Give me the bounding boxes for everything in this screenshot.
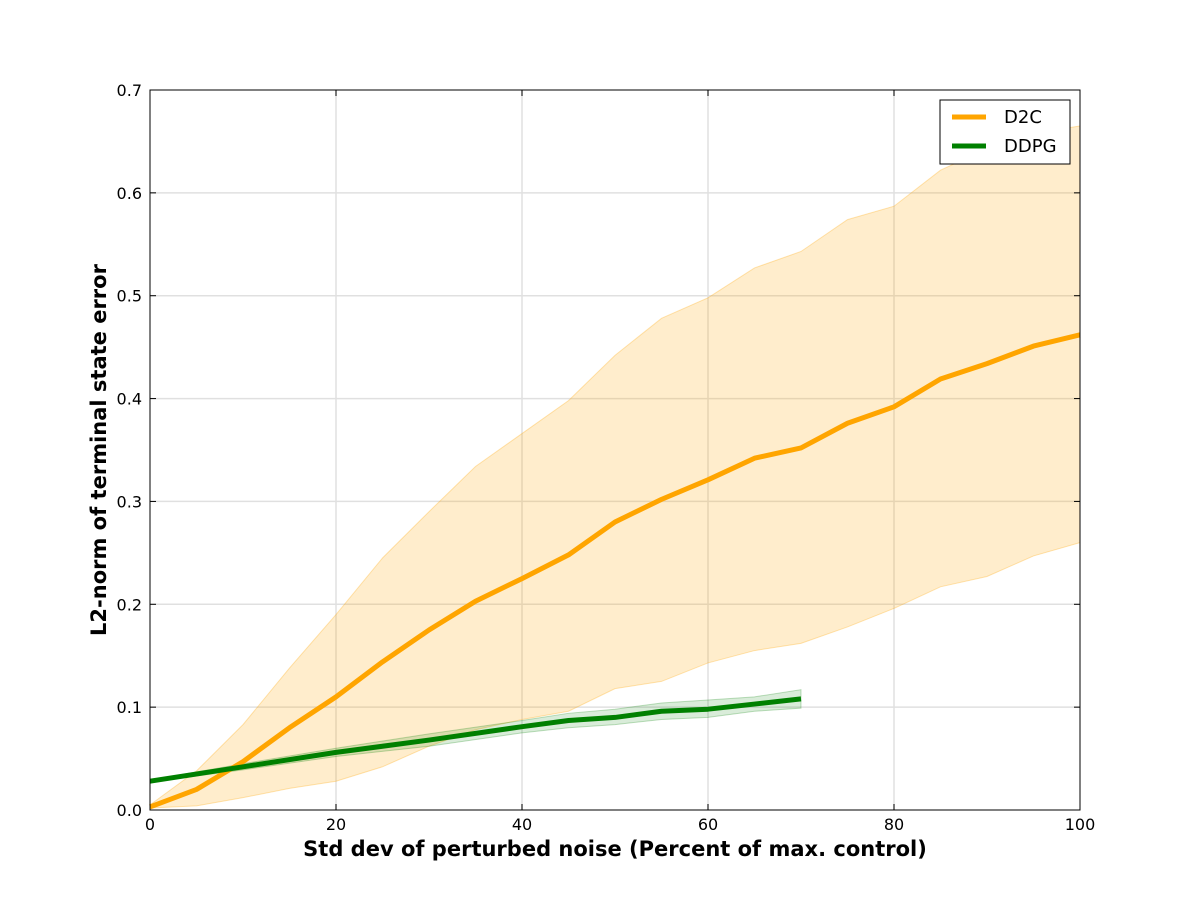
band-d2c: [149, 125, 1081, 809]
legend-label-d2c: D2C: [1004, 107, 1042, 128]
plot-frame: [149, 89, 1081, 811]
confidence-bands: [149, 125, 1081, 809]
y-tick-label: 0.7: [117, 81, 142, 100]
y-tick-label: 0.1: [117, 698, 142, 717]
x-axis-title: Std dev of perturbed noise (Percent of m…: [303, 837, 927, 861]
grid-lines: [150, 90, 1080, 810]
legend-box: [939, 99, 1071, 165]
x-tick-label: 40: [512, 815, 532, 834]
series-line-ddpg: [149, 696, 802, 784]
x-tick-label: 20: [326, 815, 346, 834]
y-tick-label: 0.4: [117, 390, 142, 409]
y-tick-label: 0.3: [117, 492, 142, 511]
x-tick-label: 0: [145, 815, 155, 834]
series-lines: [149, 332, 1081, 810]
series-line-d2c: [149, 332, 1081, 810]
y-tick-label: 0.0: [117, 801, 142, 820]
y-axis-title: L2-norm of terminal state error: [87, 263, 111, 636]
y-tick-label: 0.6: [117, 184, 142, 203]
y-tick-label: 0.5: [117, 287, 142, 306]
axis-ticks: 0 20 40 60 80 100 0.0 0.1 0.2 0.3 0.4 0.5 0.6 0.7: [117, 81, 1096, 834]
x-tick-label: 80: [884, 815, 904, 834]
x-tick-label: 60: [698, 815, 718, 834]
y-tick-label: 0.2: [117, 595, 142, 614]
legend-label-ddpg: DDPG: [1004, 136, 1057, 157]
x-tick-label: 100: [1065, 815, 1096, 834]
legend: D2C DDPG: [939, 99, 1071, 165]
